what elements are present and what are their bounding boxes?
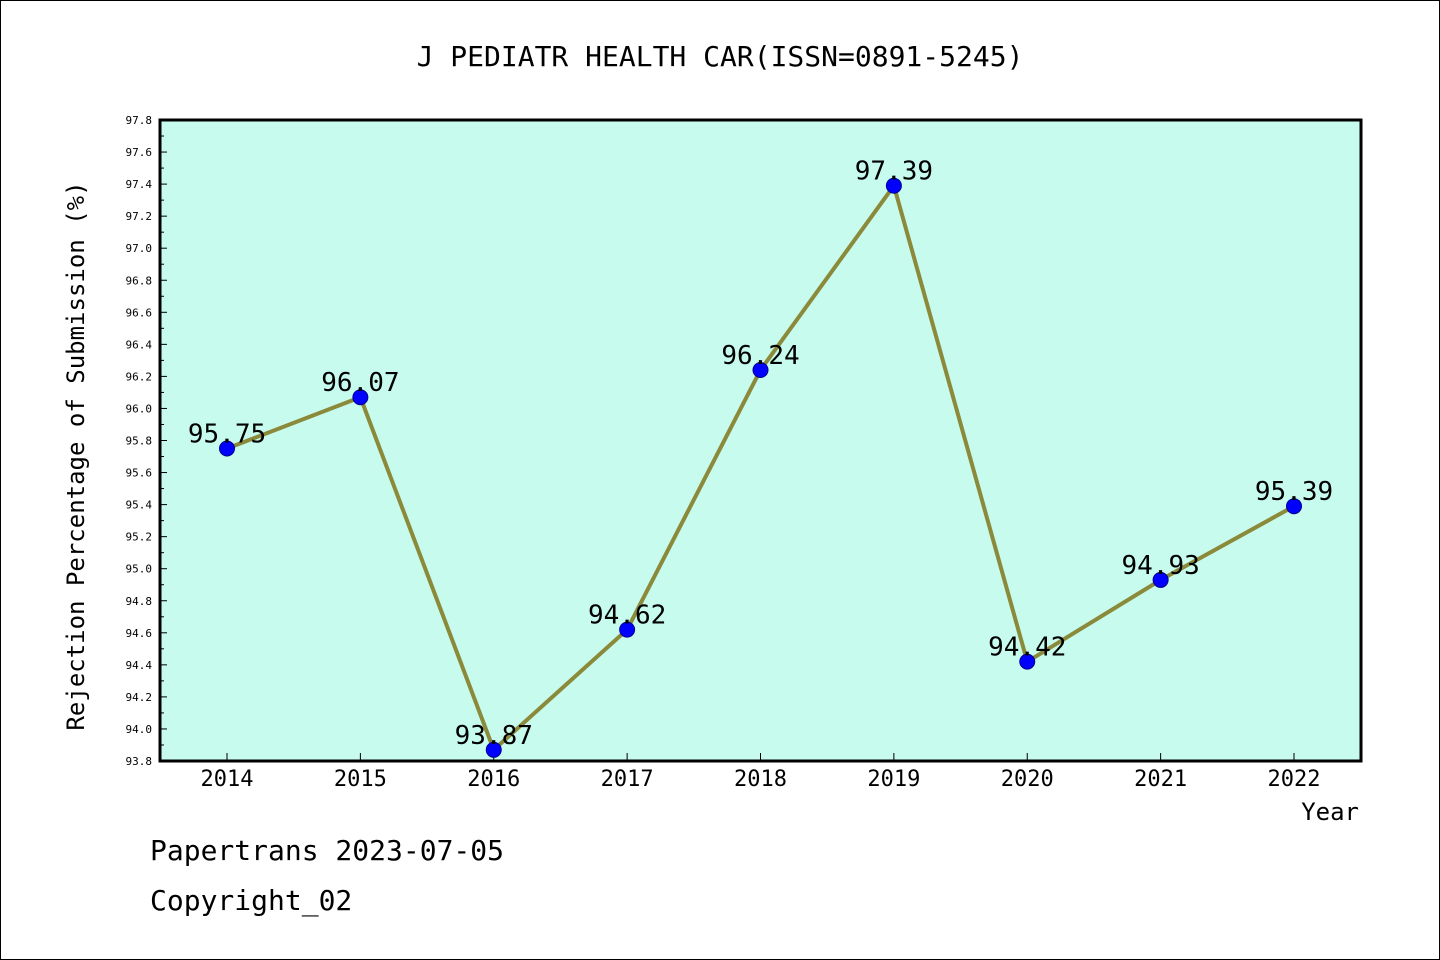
- data-point: [1152, 571, 1169, 588]
- y-tick-label: 93.8: [126, 755, 153, 768]
- footer-date-text: Papertrans 2023-07-05: [150, 834, 505, 867]
- y-tick-label: 96.2: [126, 370, 153, 383]
- x-tick-label: 2015: [334, 767, 387, 792]
- data-label: 94.62: [588, 601, 666, 631]
- y-axis-label: Rejection Percentage of Submission (%): [62, 181, 90, 730]
- y-tick-label: 95.6: [126, 467, 153, 480]
- data-point: [619, 621, 636, 638]
- data-point: [352, 389, 369, 406]
- y-tick-label: 94.0: [126, 723, 153, 736]
- x-tick-label: 2016: [467, 767, 520, 792]
- footer-copyright-text: Copyright_02: [150, 884, 353, 917]
- data-label: 96.07: [321, 368, 399, 398]
- y-tick-label: 97.6: [126, 146, 153, 159]
- y-tick-label: 95.0: [126, 563, 153, 576]
- data-label: 94.42: [988, 633, 1066, 663]
- y-tick-label: 94.2: [126, 691, 153, 704]
- data-label: 95.39: [1255, 477, 1333, 507]
- y-tick-label: 97.4: [126, 178, 153, 191]
- y-tick-label: 95.2: [126, 531, 153, 544]
- data-point: [485, 741, 502, 758]
- data-label: 94.93: [1121, 551, 1199, 581]
- x-axis-label: Year: [1301, 798, 1359, 826]
- data-point: [885, 177, 902, 194]
- y-tick-label: 94.4: [126, 659, 153, 672]
- x-tick-label: 2022: [1268, 767, 1321, 792]
- data-point: [219, 440, 235, 457]
- data-point: [1019, 653, 1036, 670]
- x-tick-label: 2020: [1001, 767, 1054, 792]
- series-layer: 95.75 96.07 93.87 94.62 96.24 97.39 94.42 94.93…: [188, 157, 1333, 758]
- y-tick-label: 94.6: [126, 627, 153, 640]
- y-tick-label: 95.4: [126, 499, 153, 512]
- y-tick-label: 97.8: [126, 114, 153, 127]
- data-label: 96.24: [721, 341, 799, 371]
- x-tick-label: 2014: [201, 767, 254, 792]
- data-point: [1286, 498, 1302, 515]
- chart-title: J PEDIATR HEALTH CAR(ISSN=0891-5245): [417, 40, 1024, 73]
- x-tick-label: 2017: [601, 767, 654, 792]
- y-tick-label: 96.8: [126, 274, 153, 287]
- plot-area: [158, 118, 1363, 763]
- y-tick-label: 96.4: [126, 338, 153, 351]
- x-tick-label: 2019: [867, 767, 920, 792]
- y-tick-label: 94.8: [126, 595, 153, 608]
- data-point: [752, 361, 769, 378]
- data-label: 97.39: [855, 157, 933, 187]
- x-tick-label: 2018: [734, 767, 787, 792]
- y-tick-label: 96.0: [126, 402, 153, 415]
- x-tick-label: 2021: [1134, 767, 1187, 792]
- data-label: 95.75: [188, 420, 266, 450]
- y-tick-label: 97.2: [126, 210, 153, 223]
- y-axis: 93.8 94.0 94.2 94.4 94.6 94.8 95.0 95.2 95.4 95.6…: [126, 114, 167, 768]
- data-label: 93.87: [455, 721, 533, 751]
- x-axis: 2014 2015 2016 2017 2018 2019 2020 2021 2022: [201, 753, 1321, 792]
- y-tick-label: 96.6: [126, 306, 153, 319]
- y-tick-label: 95.8: [126, 435, 153, 448]
- y-tick-label: 97.0: [126, 242, 153, 255]
